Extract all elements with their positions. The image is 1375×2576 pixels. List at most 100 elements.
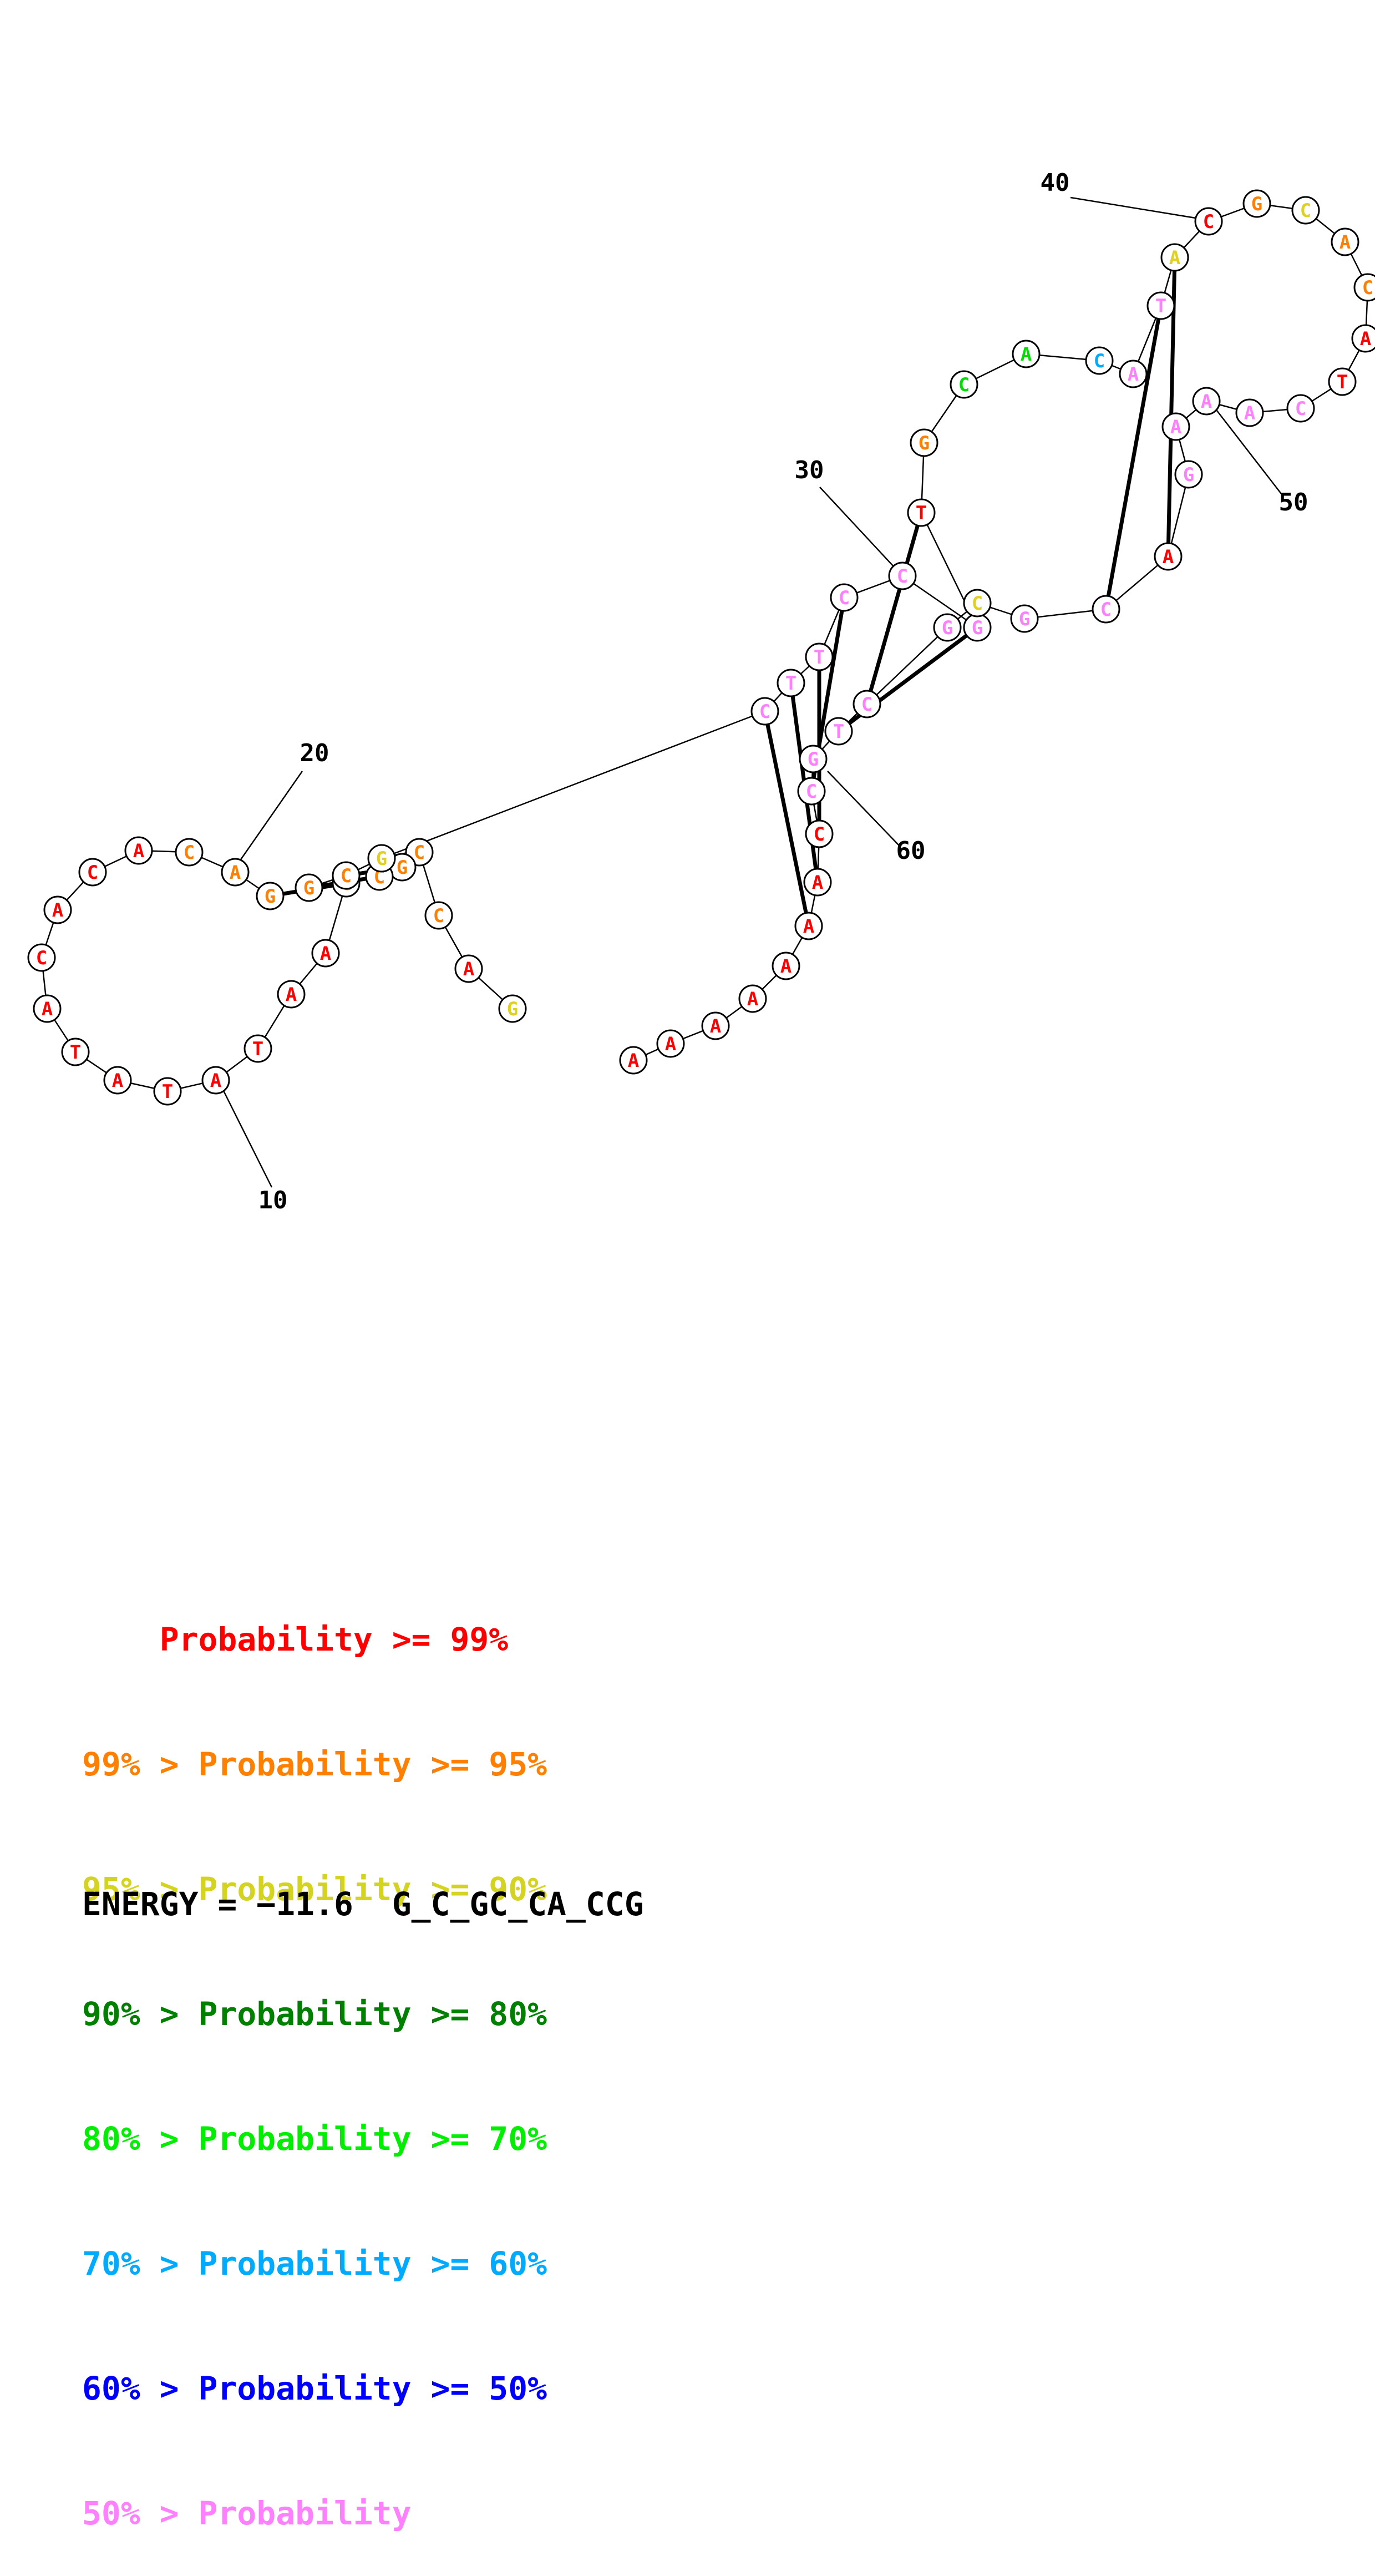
nucleotide: A	[221, 858, 250, 887]
nucleotide: A	[1331, 227, 1359, 256]
nucleotide-circle	[824, 717, 853, 746]
nucleotide: T	[1146, 291, 1175, 320]
nucleotide-letter: A	[286, 984, 297, 1006]
nucleotide-circle	[950, 370, 978, 399]
nucleotide-circle	[43, 895, 72, 924]
base-pair-bond	[865, 512, 924, 705]
nucleotide-letter: C	[36, 947, 47, 969]
nucleotide: T	[243, 1034, 272, 1063]
nucleotide-letter: C	[1300, 200, 1311, 222]
nucleotide-circle	[794, 912, 823, 940]
nucleotide-letter: C	[1100, 599, 1112, 621]
nucleotide: A	[201, 1066, 230, 1095]
nucleotide: C	[78, 858, 107, 887]
nucleotide-circle	[1353, 273, 1375, 302]
nucleotide-letter: A	[1128, 363, 1139, 386]
nucleotide-circle	[799, 745, 828, 773]
nucleotide-letter: A	[710, 1015, 721, 1038]
nucleotide-letter: G	[972, 617, 983, 639]
position-label: 20	[300, 739, 329, 767]
position-label-tick	[827, 771, 900, 847]
position-label-layer: 10 20 30 40 50 60	[221, 169, 1308, 1214]
backbone-segment	[902, 575, 978, 629]
nucleotide: C	[888, 561, 917, 590]
nucleotide: G	[1242, 189, 1271, 218]
nucleotide: A	[794, 912, 823, 940]
nucleotide-circle	[175, 838, 204, 867]
nucleotide-circle	[1351, 324, 1375, 353]
nucleotide-letter: C	[341, 865, 352, 887]
nucleotide: A	[454, 954, 483, 983]
legend-row-60: 70% > Probability >= 60%	[82, 2243, 547, 2285]
nucleotide: C	[424, 901, 453, 930]
nucleotide: A	[738, 984, 767, 1013]
nucleotide: C	[830, 583, 859, 612]
nucleotide-circle	[295, 873, 323, 902]
nucleotide-letter: C	[414, 842, 425, 864]
nucleotide-letter: C	[184, 842, 195, 864]
nucleotide-letter: G	[507, 998, 518, 1020]
nucleotide: A	[311, 939, 340, 968]
nucleotide-circle	[256, 882, 285, 910]
base-pair-bond	[1104, 305, 1163, 610]
position-label: 30	[795, 456, 824, 484]
nucleotide-circle	[367, 844, 396, 873]
nucleotide-letter: T	[70, 1041, 81, 1064]
nucleotide: T	[907, 498, 936, 527]
nucleotide: A	[43, 895, 72, 924]
nucleotide: C	[1286, 394, 1315, 423]
legend-row-50: 60% > Probability >= 50%	[82, 2368, 547, 2410]
nucleotide-circle	[777, 669, 805, 697]
nucleotide-circle	[750, 697, 779, 726]
position-label: 50	[1279, 488, 1308, 517]
nucleotide-letter: A	[230, 862, 241, 884]
nucleotide: A	[1154, 542, 1183, 571]
nucleotide-letter: T	[252, 1038, 263, 1060]
nucleotide: T	[824, 717, 853, 746]
nucleotide-letter: C	[1094, 350, 1105, 372]
nucleotide: G	[256, 882, 285, 910]
nucleotide: C	[365, 862, 394, 891]
position-label: 60	[896, 837, 926, 865]
nucleotide: C	[750, 697, 779, 726]
nucleotide: A	[619, 1046, 648, 1075]
nucleotide: G	[933, 613, 962, 642]
nucleotide-circle	[805, 642, 834, 671]
nucleotide-letter: C	[1203, 211, 1214, 233]
nucleotide: C	[1092, 595, 1120, 624]
nucleotide-letter: T	[1155, 295, 1166, 317]
nucleotide-circle	[454, 954, 483, 983]
nucleotide-letter: A	[747, 988, 758, 1010]
nucleotide-circle	[1161, 412, 1190, 441]
nucleotide: G	[1174, 460, 1203, 489]
nucleotide-circle	[1092, 595, 1120, 624]
nucleotide-letter: A	[42, 998, 53, 1020]
nucleotide: C	[805, 819, 834, 848]
nucleotide: T	[153, 1077, 182, 1106]
position-label-tick	[1070, 196, 1203, 220]
nucleotide-circle	[221, 858, 250, 887]
nucleotide-letter: A	[780, 955, 791, 978]
legend-row-90: 95% > Probability >= 90%	[82, 1869, 547, 1910]
nucleotide: A	[33, 994, 62, 1023]
nucleotide-circle	[1328, 367, 1357, 396]
nucleotide: T	[1328, 367, 1357, 396]
nucleotide-letter: G	[1183, 464, 1194, 486]
nucleotide: C	[797, 777, 826, 806]
nucleotide-letter: T	[162, 1081, 173, 1103]
nucleotide-circle	[103, 1066, 132, 1095]
nucleotide-circle	[701, 1011, 730, 1040]
position-label: 40	[1041, 169, 1070, 197]
nucleotide-letter: A	[628, 1050, 639, 1072]
nucleotide-circle	[1194, 207, 1223, 236]
base-pair-bond	[763, 711, 811, 927]
nucleotide-circle	[1286, 394, 1315, 423]
nucleotide-circle	[738, 984, 767, 1013]
backbone-segment	[381, 710, 765, 859]
nucleotide-layer: GACCGCCAATATATACACACAGGCGCTTCCGTGCACATAC…	[27, 189, 1375, 1106]
nucleotide: A	[1235, 398, 1264, 427]
legend-row-text: 70% > Probability >= 60%	[82, 2245, 547, 2283]
nucleotide-letter: C	[1295, 398, 1306, 420]
nucleotide-letter: T	[833, 721, 844, 743]
nucleotide: A	[772, 952, 800, 980]
